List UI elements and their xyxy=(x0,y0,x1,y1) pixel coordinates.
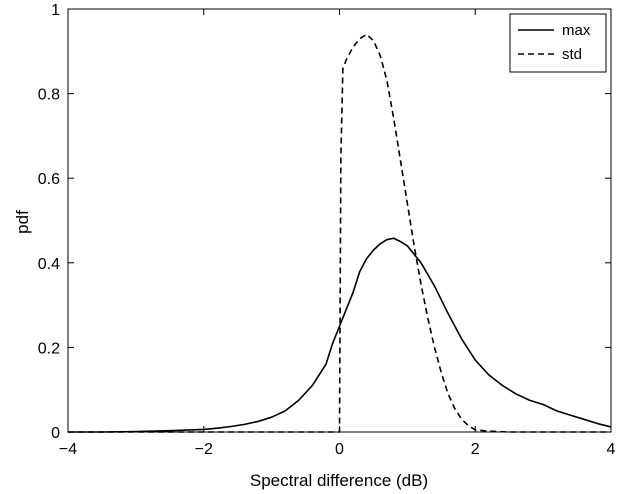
y-tick-label: 0.2 xyxy=(38,340,60,357)
y-tick-label: 1 xyxy=(51,2,60,19)
x-tick-label: 0 xyxy=(335,441,344,458)
x-tick-label: 2 xyxy=(471,441,480,458)
y-tick-label: 0.6 xyxy=(38,171,60,188)
y-tick-label: 0.8 xyxy=(38,87,60,104)
legend-label-max: max xyxy=(562,22,591,39)
y-tick-label: 0.4 xyxy=(38,256,60,273)
x-tick-label: 4 xyxy=(607,441,616,458)
y-axis-label: pdf xyxy=(13,210,32,234)
legend-box xyxy=(509,13,607,73)
legend-label-std: std xyxy=(562,46,582,63)
y-tick-label: 0 xyxy=(51,425,60,442)
series-line-max xyxy=(68,237,612,433)
x-axis-label: Spectral difference (dB) xyxy=(250,471,428,490)
series-line-std xyxy=(68,33,611,433)
x-tick-label: −2 xyxy=(195,441,213,458)
x-tick-label: −4 xyxy=(59,441,77,458)
plot-area: −4 −2 0 2 4 0 0.2 0.4 0.6 0.8 1 max std xyxy=(38,2,616,458)
